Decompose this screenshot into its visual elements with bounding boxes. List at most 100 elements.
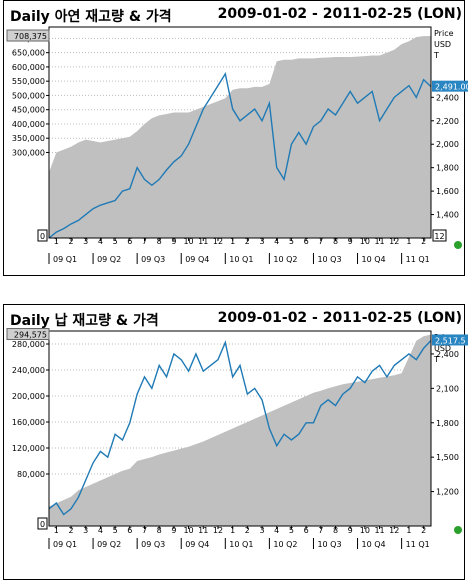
x-month-label-0: 1 — [54, 526, 59, 535]
x-month-label-8: 9 — [171, 526, 176, 535]
right-last-value: 2,517.5 — [435, 336, 466, 345]
status-dot-icon — [454, 241, 462, 249]
zinc-chart-title: Daily 아연 재고량 & 가격 — [10, 9, 172, 25]
x-quarter-label-3: 09 Q4 — [185, 540, 209, 549]
status-dot-icon — [454, 526, 462, 534]
plot-border — [48, 26, 432, 239]
x-month-label-2: 3 — [83, 526, 88, 535]
x-quarter-label-3: 09 Q4 — [185, 255, 209, 264]
left-tick-label-1: 350,000 — [12, 134, 45, 143]
x-quarter-label-8: 11 Q1 — [406, 255, 430, 264]
right-axis-title-1: USD — [434, 344, 451, 353]
x-quarter-label-7: 10 Q4 — [362, 255, 386, 264]
left-tick-label-6: 600,000 — [12, 63, 45, 72]
x-month-label-0: 1 — [54, 237, 59, 246]
x-month-label-11: 12 — [213, 237, 223, 246]
x-quarter-label-1: 09 Q2 — [97, 540, 121, 549]
right-tick-label-2: 1,800 — [436, 164, 459, 173]
x-quarter-label-6: 10 Q3 — [317, 255, 341, 264]
x-month-label-2: 3 — [83, 237, 88, 246]
x-quarter-label-7: 10 Q4 — [362, 540, 386, 549]
x-month-label-4: 5 — [113, 237, 118, 246]
x-month-label-18: 7 — [318, 526, 323, 535]
lead-date-range: 2009-01-02 - 2011-02-25 (LON) — [217, 310, 462, 326]
left-last-value: 294,575 — [14, 331, 47, 340]
x-month-label-23: 12 — [389, 237, 399, 246]
x-quarter-label-2: 09 Q3 — [141, 540, 165, 549]
right-tick-label-4: 2,400 — [436, 350, 459, 359]
right-min-label: 12 — [434, 232, 444, 241]
right-min-box — [432, 229, 447, 242]
zinc-chart-panel: Daily 아연 재고량 & 가격 2009-01-02 - 2011-02-2… — [0, 0, 472, 280]
right-last-value: 2,491.00 — [435, 83, 471, 92]
x-month-label-8: 9 — [171, 237, 176, 246]
x-month-label-14: 3 — [259, 237, 264, 246]
left-tick-label-0: 80,000 — [17, 470, 45, 479]
x-month-label-3: 4 — [98, 526, 103, 535]
x-quarter-label-4: 10 Q1 — [229, 255, 253, 264]
x-month-label-23: 12 — [389, 526, 399, 535]
x-quarter-label-8: 11 Q1 — [406, 540, 430, 549]
x-month-label-16: 5 — [289, 526, 294, 535]
right-tick-label-3: 2,100 — [436, 384, 459, 393]
left-zero-label: 0 — [40, 232, 45, 241]
x-quarter-label-4: 10 Q1 — [229, 540, 253, 549]
x-month-label-10: 11 — [198, 237, 208, 246]
x-month-label-25: 2 — [421, 526, 426, 535]
lead-chart-svg: Price80,000120,000160,000200,000240,0002… — [6, 328, 468, 549]
x-month-label-14: 3 — [259, 526, 264, 535]
x-month-label-17: 6 — [304, 237, 309, 246]
zinc-chart-svg: Price 300,000 350,000 400,000 450,000 500,000… — [6, 26, 471, 264]
x-month-label-7: 8 — [157, 237, 162, 246]
right-last-value-box — [432, 334, 468, 346]
left-tick-label-1: 120,000 — [12, 444, 45, 453]
x-month-label-15: 4 — [274, 237, 279, 246]
x-month-label-24: 1 — [406, 526, 411, 535]
right-axis-title-2: T — [433, 355, 439, 364]
x-month-label-20: 9 — [348, 526, 353, 535]
right-tick-label-2: 1,800 — [436, 419, 459, 428]
x-quarter-label-5: 10 Q2 — [273, 255, 297, 264]
right-tick-label-3: 2,000 — [436, 140, 459, 149]
left-tick-label-0: 300,000 — [12, 148, 45, 157]
x-month-label-18: 7 — [318, 237, 323, 246]
x-quarter-label-6: 10 Q3 — [317, 540, 341, 549]
x-month-label-22: 11 — [374, 237, 384, 246]
price-line — [48, 72, 432, 239]
right-tick-label-0: 1,400 — [436, 211, 459, 220]
x-month-label-19: 8 — [333, 526, 338, 535]
x-month-label-1: 2 — [68, 526, 73, 535]
x-month-label-17: 6 — [304, 526, 309, 535]
left-tick-label-3: 450,000 — [12, 106, 45, 115]
left-tick-label-5: 550,000 — [12, 77, 45, 86]
x-month-label-11: 12 — [213, 526, 223, 535]
stock-area — [49, 334, 431, 526]
x-month-label-12: 1 — [230, 237, 235, 246]
x-month-label-16: 5 — [289, 237, 294, 246]
plot-border — [48, 330, 432, 527]
x-quarter-label-5: 10 Q2 — [273, 540, 297, 549]
right-axis-title-2: T — [433, 51, 439, 60]
lead-chart-title: Daily 납 재고량 & 가격 — [10, 313, 159, 329]
price-line — [48, 339, 432, 516]
lead-chart-panel: Daily 납 재고량 & 가격 2009-01-02 - 2011-02-25… — [0, 304, 472, 584]
x-month-label-7: 8 — [157, 526, 162, 535]
left-last-value-box — [6, 29, 50, 42]
x-quarter-label-0: 09 Q1 — [53, 255, 77, 264]
x-month-label-15: 4 — [274, 526, 279, 535]
x-month-label-5: 6 — [127, 526, 132, 535]
left-tick-label-3: 200,000 — [12, 392, 45, 401]
x-quarter-label-0: 09 Q1 — [53, 540, 77, 549]
left-zero-box — [37, 517, 48, 530]
x-month-label-3: 4 — [98, 237, 103, 246]
zinc-date-range: 2009-01-02 - 2011-02-25 (LON) — [217, 6, 462, 22]
x-month-label-6: 7 — [142, 237, 147, 246]
x-month-label-21: 10 — [360, 237, 370, 246]
right-axis-title-1: USD — [434, 40, 451, 49]
right-tick-label-1: 1,600 — [436, 187, 459, 196]
right-tick-label-4: 2,200 — [436, 117, 459, 126]
left-tick-label-2: 160,000 — [12, 418, 45, 427]
x-month-label-12: 1 — [230, 526, 235, 535]
left-zero-box — [37, 229, 48, 242]
left-tick-label-7: 650,000 — [12, 49, 45, 58]
